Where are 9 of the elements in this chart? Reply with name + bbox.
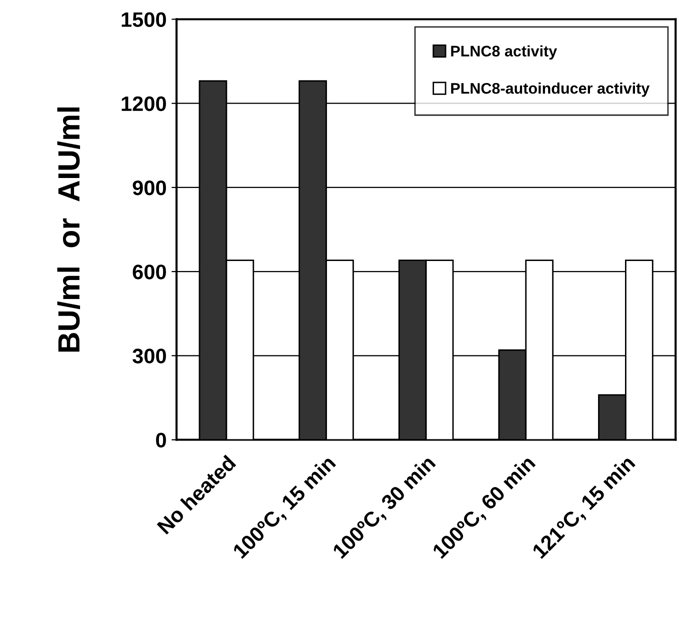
y-tick-label: 600	[132, 264, 166, 280]
y-tick-label: 300	[132, 348, 166, 364]
legend-label: PLNC8 activity	[451, 45, 558, 60]
legend-label: PLNC8-autoinducer activity	[451, 82, 650, 97]
y-tick-label: 0	[156, 432, 166, 448]
y-tick-label: 1200	[122, 96, 166, 112]
y-tick-label: 900	[132, 180, 166, 196]
y-axis-title: BU/ml or AIU/ml	[57, 107, 80, 352]
y-tick-label: 1500	[122, 12, 166, 28]
